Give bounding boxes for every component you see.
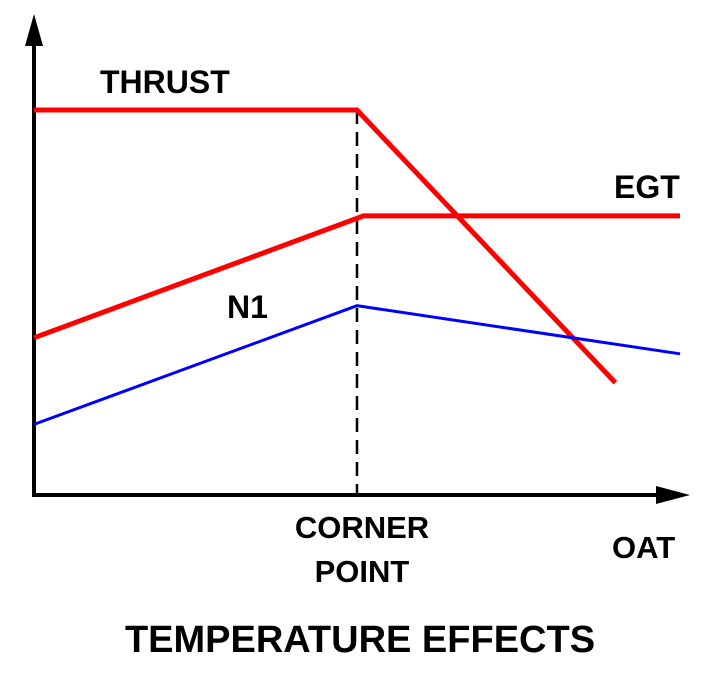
y-axis-arrowhead [25,14,43,46]
series-label-egt: EGT [614,169,680,205]
series-label-thrust: THRUST [100,64,230,100]
series-line-thrust [34,107,618,385]
chart-title: TEMPERATURE EFFECTS [125,619,595,661]
series-line-n1 [33,304,681,426]
annotation-corner: CORNER [295,510,429,545]
x-axis-label: OAT [612,530,675,565]
x-axis-arrowhead [656,486,690,504]
series-layer [33,107,681,426]
series-label-n1: N1 [227,289,268,325]
annotation-point: POINT [315,554,410,589]
series-line-egt [33,213,680,341]
